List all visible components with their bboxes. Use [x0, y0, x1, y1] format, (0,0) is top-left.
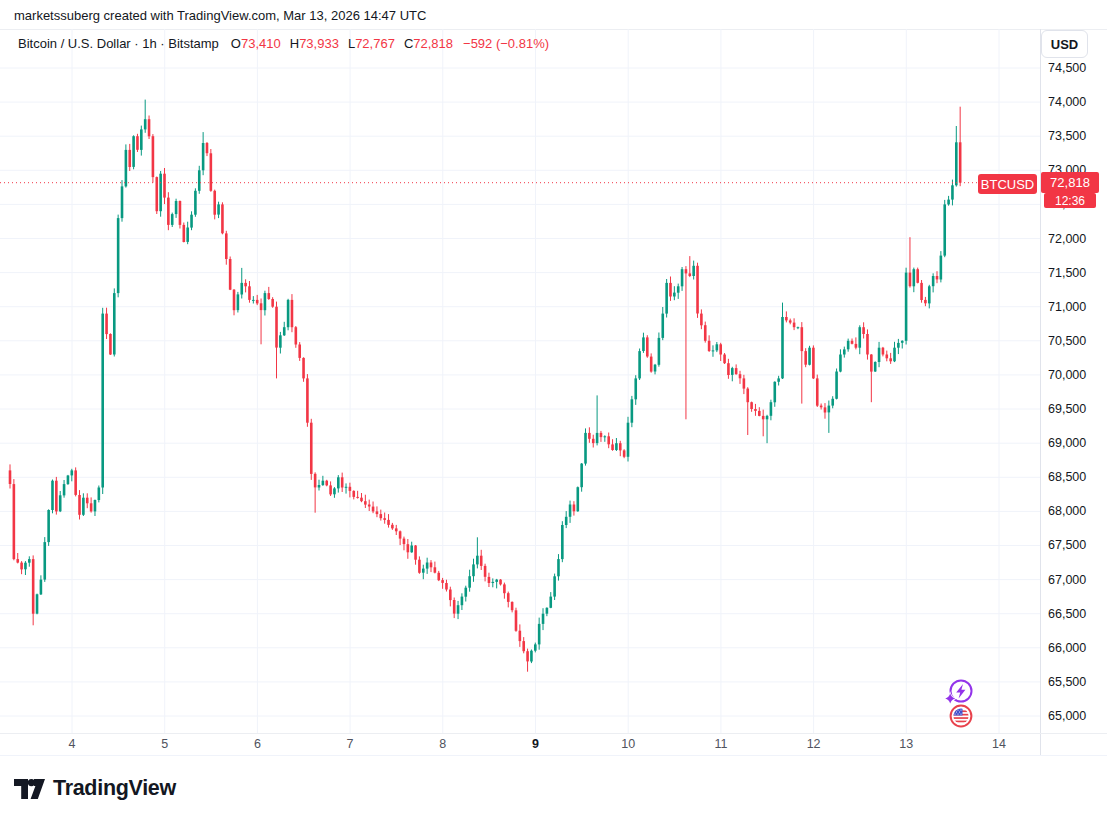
time-tick-label: 13: [899, 737, 913, 751]
time-tick-label: 11: [714, 737, 727, 751]
price-tick-label: 65,500: [1048, 675, 1086, 689]
symbol-flag-text: BTCUSD: [981, 177, 1034, 192]
price-tick-label: 70,500: [1048, 334, 1086, 348]
price-tick-label: 71,500: [1048, 266, 1086, 280]
currency-toggle[interactable]: USD: [1041, 30, 1088, 58]
time-tick-label: 8: [439, 737, 446, 751]
price-tick-label: 69,500: [1048, 402, 1086, 416]
price-tick-label: 66,000: [1048, 641, 1086, 655]
time-tick-label: 9: [532, 737, 539, 751]
tradingview-logo-icon: [14, 779, 45, 799]
time-tick-label: 6: [254, 737, 261, 751]
last-price-text: 72,818: [1050, 175, 1090, 190]
last-price-label: 72,818: [1041, 172, 1099, 193]
price-change: −592 (−0.81%): [463, 36, 549, 51]
price-tick-label: 74,000: [1048, 95, 1086, 109]
symbol-title[interactable]: Bitcoin / U.S. Dollar · 1h · Bitstamp: [18, 36, 219, 51]
price-axis-border: [1040, 29, 1041, 755]
time-tick-label: 7: [347, 737, 354, 751]
time-tick-label: 5: [161, 737, 168, 751]
ohlc-item-L: L72,767: [348, 36, 395, 51]
price-tick-label: 70,000: [1048, 368, 1086, 382]
ohlc-item-C: C72,818: [404, 36, 453, 51]
boost-badge-icon: [945, 681, 971, 704]
currency-label: USD: [1051, 37, 1078, 52]
bar-countdown-text: 12:36: [1055, 194, 1085, 208]
price-tick-label: 73,500: [1048, 129, 1086, 143]
bar-countdown: 12:36: [1044, 193, 1096, 208]
symbol-flag-label[interactable]: BTCUSD: [978, 174, 1037, 194]
price-tick-label: 72,000: [1048, 232, 1086, 246]
price-tick-label: 67,000: [1048, 573, 1086, 587]
symbol-ohlc-row[interactable]: Bitcoin / U.S. Dollar · 1h · Bitstamp O7…: [18, 36, 549, 51]
chart-bottom-border: [0, 755, 1107, 756]
time-tick-label: 14: [992, 737, 1006, 751]
badges: [940, 672, 982, 730]
tradingview-footer[interactable]: TradingView: [14, 776, 176, 801]
price-tick-label: 65,000: [1048, 709, 1086, 723]
time-tick-label: 10: [621, 737, 635, 751]
price-tick-label: 68,500: [1048, 470, 1086, 484]
price-tick-label: 68,000: [1048, 504, 1086, 518]
price-tick-label: 71,000: [1048, 300, 1086, 314]
price-tick-label: 66,500: [1048, 607, 1086, 621]
price-tick-label: 67,500: [1048, 538, 1086, 552]
flag-badge-icon: [951, 706, 972, 727]
time-axis-border: [0, 733, 1107, 734]
time-tick-label: 12: [807, 737, 821, 751]
ohlc-item-O: O73,410: [231, 36, 281, 51]
ohlc-item-H: H73,933: [290, 36, 339, 51]
ohlc-values: O73,410 H73,933 L72,767 C72,818: [231, 36, 462, 51]
tradingview-logo-text: TradingView: [53, 776, 176, 801]
price-tick-label: 69,000: [1048, 436, 1086, 450]
time-tick-label: 4: [69, 737, 76, 751]
price-tick-label: 74,500: [1048, 61, 1086, 75]
